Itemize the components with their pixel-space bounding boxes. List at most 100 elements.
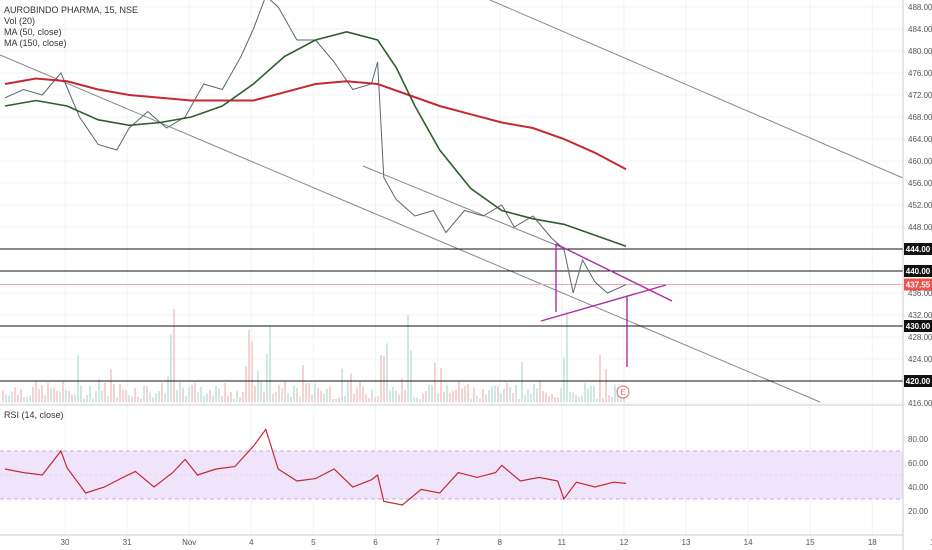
trend-line-upper xyxy=(489,0,904,179)
volume-bar xyxy=(386,343,388,402)
volume-bar xyxy=(221,395,223,402)
volume-bar xyxy=(359,381,361,402)
volume-bar xyxy=(476,395,478,402)
volume-bar xyxy=(377,396,379,402)
volume-bar xyxy=(236,390,238,402)
volume-bar xyxy=(443,392,445,402)
volume-bar xyxy=(368,397,370,402)
time-tick-label: 19 xyxy=(930,538,932,547)
volume-bar xyxy=(143,385,145,402)
volume-bar xyxy=(341,368,343,402)
volume-bar xyxy=(194,383,196,402)
price-tick-label: 456.00 xyxy=(908,179,932,188)
volume-bar xyxy=(116,397,118,402)
volume-bar xyxy=(614,384,616,402)
volume-bar xyxy=(569,391,571,402)
volume-bar xyxy=(218,388,220,402)
volume-bar xyxy=(92,398,94,402)
volume-bar xyxy=(119,384,121,402)
volume-bar xyxy=(416,397,418,402)
volume-bar xyxy=(596,398,598,402)
volume-bar xyxy=(44,395,46,402)
volume-bar xyxy=(182,387,184,402)
volume-bar xyxy=(317,387,319,402)
volume-bar xyxy=(560,388,562,402)
price-tick-label: 460.00 xyxy=(908,157,932,166)
volume-bar xyxy=(488,390,490,402)
volume-bar xyxy=(185,395,187,402)
volume-bar xyxy=(263,391,265,402)
volume-bar xyxy=(419,398,421,402)
volume-bar xyxy=(5,394,7,402)
volume-bar xyxy=(449,392,451,402)
volume-bar xyxy=(122,390,124,402)
volume-bar xyxy=(599,355,601,402)
volume-bar xyxy=(38,389,40,402)
volume-bar xyxy=(590,386,592,402)
time-tick-label: 6 xyxy=(373,538,378,547)
volume-bar xyxy=(515,384,517,402)
volume-bar xyxy=(152,397,154,402)
legend-vol: Vol (20) xyxy=(4,16,36,26)
rsi-tick-label: 40.00 xyxy=(908,483,929,492)
volume-bar xyxy=(335,398,337,402)
volume-bar xyxy=(509,386,511,402)
time-tick-label: 14 xyxy=(744,538,753,547)
volume-bar xyxy=(473,387,475,402)
volume-bar xyxy=(308,383,310,402)
volume-bar xyxy=(392,386,394,402)
volume-bar xyxy=(395,390,397,402)
volume-bar xyxy=(77,355,79,402)
volume-bar xyxy=(347,381,349,402)
volume-bar xyxy=(170,334,172,402)
volume-bar xyxy=(98,378,100,402)
volume-bar xyxy=(314,383,316,402)
volume-bar xyxy=(362,386,364,402)
volume-bar xyxy=(383,355,385,402)
volume-bar xyxy=(161,382,163,402)
volume-bar xyxy=(455,389,457,402)
volume-bar xyxy=(233,398,235,402)
volume-bar xyxy=(287,392,289,402)
volume-bar xyxy=(518,398,520,402)
trend-line-lower xyxy=(0,54,821,403)
pattern-upper xyxy=(555,243,673,302)
volume-bar xyxy=(278,384,280,402)
volume-bar xyxy=(323,393,325,402)
volume-bar xyxy=(251,341,253,402)
price-tick-label: 452.00 xyxy=(908,201,932,210)
price-tick-label: 472.00 xyxy=(908,91,932,100)
volume-bar xyxy=(206,393,208,402)
price-series-line xyxy=(4,0,627,294)
volume-bar xyxy=(620,396,622,402)
pattern-lower xyxy=(540,284,667,322)
rsi-line xyxy=(4,428,627,506)
volume-bar xyxy=(470,398,472,402)
volume-bar xyxy=(167,376,169,402)
volume-bar xyxy=(296,388,298,402)
level-badge-label: 420.00 xyxy=(906,377,931,386)
volume-bar xyxy=(101,390,103,402)
volume-bar xyxy=(512,392,514,402)
volume-bar xyxy=(68,390,70,402)
volume-bar xyxy=(548,396,550,402)
volume-bar xyxy=(173,308,175,402)
volume-bar xyxy=(290,396,292,402)
volume-bar xyxy=(83,398,85,402)
time-tick-label: 5 xyxy=(311,538,316,547)
volume-bar xyxy=(302,365,304,402)
volume-bar xyxy=(611,396,613,402)
legend: AUROBINDO PHARMA, 15, NSE Vol (20) MA (5… xyxy=(4,5,138,49)
volume-bar xyxy=(605,369,607,402)
volume-bar xyxy=(50,388,52,402)
price-tick-label: 448.00 xyxy=(908,223,932,232)
volume-bar xyxy=(227,396,229,402)
series-lines xyxy=(4,0,627,506)
volume-bar xyxy=(533,383,535,402)
legend-ma150: MA (150, close) xyxy=(4,38,67,48)
time-tick-label: 11 xyxy=(558,538,567,547)
volume-bar xyxy=(581,395,583,402)
volume-bar xyxy=(461,388,463,402)
